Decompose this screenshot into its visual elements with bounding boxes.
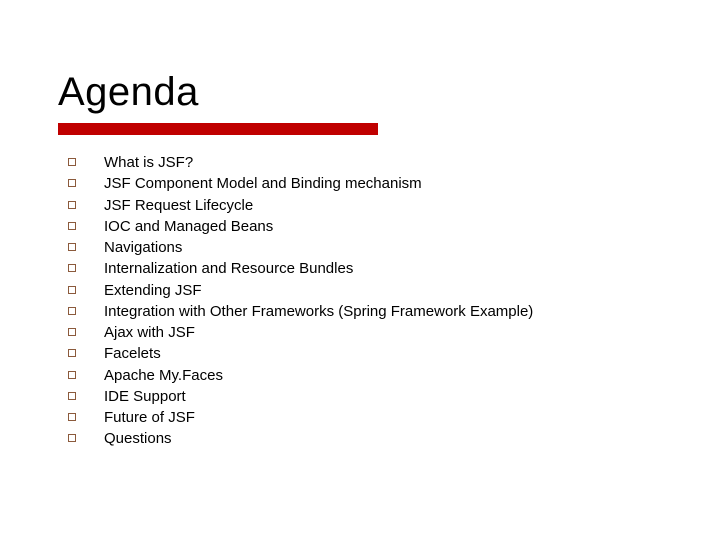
list-item: IOC and Managed Beans bbox=[58, 217, 662, 237]
item-text: Navigations bbox=[104, 238, 662, 258]
list-item: Internalization and Resource Bundles bbox=[58, 259, 662, 279]
list-item: What is JSF? bbox=[58, 153, 662, 173]
item-text: Apache My.Faces bbox=[104, 366, 662, 386]
list-item: Integration with Other Frameworks (Sprin… bbox=[58, 302, 662, 322]
bullet-icon bbox=[68, 201, 76, 209]
bullet-icon bbox=[68, 158, 76, 166]
bullet-icon bbox=[68, 434, 76, 442]
bullet-icon bbox=[68, 371, 76, 379]
list-item: Ajax with JSF bbox=[58, 323, 662, 343]
item-text: JSF Component Model and Binding mechanis… bbox=[104, 174, 662, 194]
list-item: IDE Support bbox=[58, 387, 662, 407]
agenda-list: What is JSF? JSF Component Model and Bin… bbox=[58, 153, 662, 450]
bullet-icon bbox=[68, 264, 76, 272]
bullet-icon bbox=[68, 286, 76, 294]
bullet-icon bbox=[68, 222, 76, 230]
list-item: JSF Component Model and Binding mechanis… bbox=[58, 174, 662, 194]
list-item: JSF Request Lifecycle bbox=[58, 196, 662, 216]
list-item: Apache My.Faces bbox=[58, 366, 662, 386]
item-text: Ajax with JSF bbox=[104, 323, 662, 343]
title-underline bbox=[58, 123, 378, 135]
item-text: Future of JSF bbox=[104, 408, 662, 428]
bullet-icon bbox=[68, 243, 76, 251]
item-text: Facelets bbox=[104, 344, 662, 364]
item-text: Integration with Other Frameworks (Sprin… bbox=[104, 302, 662, 322]
item-text: JSF Request Lifecycle bbox=[104, 196, 662, 216]
bullet-icon bbox=[68, 328, 76, 336]
bullet-icon bbox=[68, 349, 76, 357]
bullet-icon bbox=[68, 392, 76, 400]
bullet-icon bbox=[68, 179, 76, 187]
item-text: Questions bbox=[104, 429, 662, 449]
slide: Agenda What is JSF? JSF Component Model … bbox=[0, 0, 720, 540]
list-item: Extending JSF bbox=[58, 281, 662, 301]
bullet-icon bbox=[68, 307, 76, 315]
item-text: What is JSF? bbox=[104, 153, 662, 173]
item-text: Internalization and Resource Bundles bbox=[104, 259, 662, 279]
bullet-icon bbox=[68, 413, 76, 421]
item-text: Extending JSF bbox=[104, 281, 662, 301]
item-text: IOC and Managed Beans bbox=[104, 217, 662, 237]
item-text: IDE Support bbox=[104, 387, 662, 407]
list-item: Future of JSF bbox=[58, 408, 662, 428]
list-item: Questions bbox=[58, 429, 662, 449]
list-item: Facelets bbox=[58, 344, 662, 364]
list-item: Navigations bbox=[58, 238, 662, 258]
slide-title: Agenda bbox=[58, 70, 662, 115]
